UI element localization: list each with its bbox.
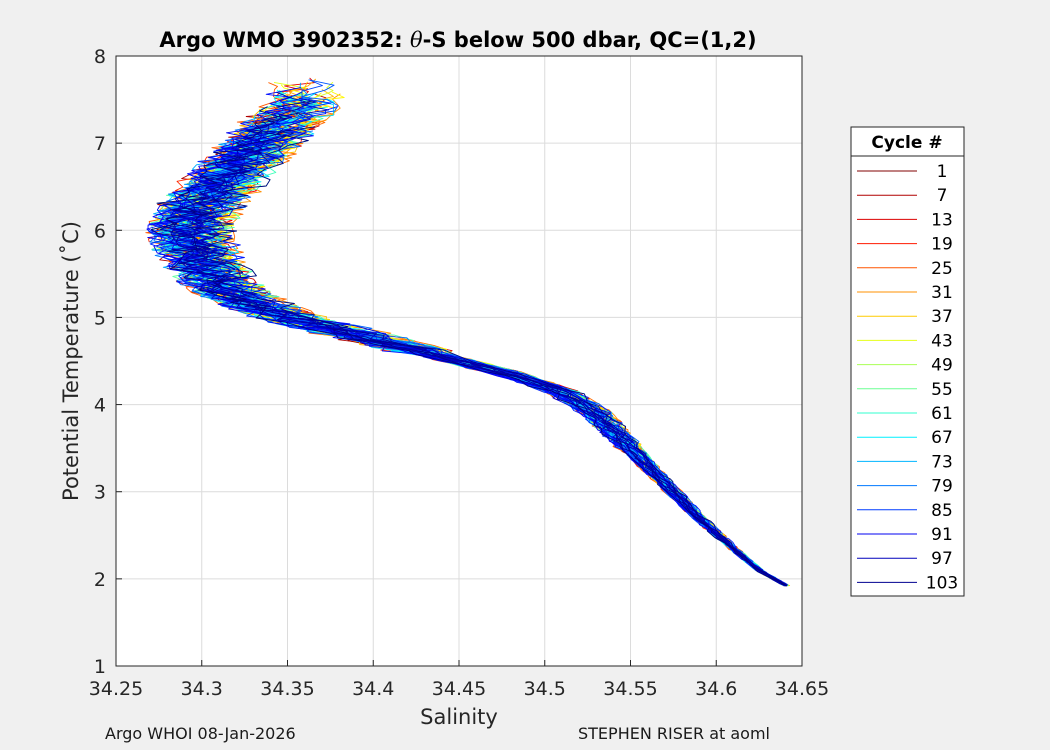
legend-entry-label: 79: [931, 477, 953, 497]
x-tick-label: 34.65: [775, 678, 829, 700]
y-tick-label: 1: [94, 656, 106, 678]
legend-entry-label: 19: [931, 235, 953, 255]
profile-line: [194, 126, 787, 587]
legend-entry-label: 7: [937, 186, 948, 206]
legend-entry-label: 25: [931, 259, 953, 279]
legend-entry-label: 31: [931, 283, 953, 303]
y-tick-label: 7: [94, 133, 106, 155]
legend-entry-label: 61: [931, 404, 953, 424]
x-tick-label: 34.6: [695, 678, 737, 700]
legend-entry-label: 73: [931, 452, 953, 472]
footer-left: Argo WHOI 08-Jan-2026: [105, 724, 296, 743]
legend-entry-label: 103: [926, 573, 958, 593]
legend-entry-label: 13: [931, 210, 953, 230]
y-tick-label: 2: [94, 569, 106, 591]
legend-entry-label: 1: [937, 162, 948, 182]
ticks: 34.25 34.3 34.35 34.4 34.45 34.5 34.55 34.6 34.6…: [89, 46, 829, 700]
legend-box: [850, 126, 965, 597]
x-tick-label: 34.35: [260, 678, 314, 700]
legend-entry-label: 43: [931, 331, 953, 351]
profile-line: [150, 106, 787, 587]
x-tick-label: 34.45: [432, 678, 486, 700]
legend-entry-label: 97: [931, 549, 953, 569]
legend-entry-label: 91: [931, 525, 953, 545]
x-axis-label: Salinity: [420, 705, 498, 729]
y-tick-label: 4: [94, 395, 106, 417]
chart-title: Argo WMO 3902352: θ-S below 500 dbar, QC…: [159, 28, 756, 52]
x-tick-label: 34.55: [603, 678, 657, 700]
legend: Cycle # 1 7 13 19 25 31 37 43 49 55 61 67 73 79 85 91 97…: [850, 126, 965, 597]
legend-entries: 1 7 13 19 25 31 37 43 49 55 61 67 73 79 85 91 97 103: [857, 162, 958, 593]
x-tick-label: 34.3: [181, 678, 223, 700]
y-tick-label: 3: [94, 482, 106, 504]
legend-entry-label: 49: [931, 356, 953, 376]
profile-line: [166, 122, 787, 587]
profile-line: [159, 100, 787, 587]
x-tick-label: 34.4: [352, 678, 394, 700]
x-tick-label: 34.25: [89, 678, 143, 700]
footer-right: STEPHEN RISER at aoml: [578, 724, 770, 743]
y-tick-label: 6: [94, 220, 106, 242]
y-tick-label: 8: [94, 46, 106, 68]
y-tick-label: 5: [94, 307, 106, 329]
legend-entry-label: 55: [931, 380, 953, 400]
x-tick-label: 34.5: [524, 678, 566, 700]
y-axis-label: Potential Temperature (˚C): [59, 221, 83, 501]
legend-entry-label: 85: [931, 501, 953, 521]
legend-entry-label: 37: [931, 307, 953, 327]
legend-entry-label: 67: [931, 428, 953, 448]
legend-title: Cycle #: [871, 133, 942, 153]
profiles: [145, 77, 791, 587]
